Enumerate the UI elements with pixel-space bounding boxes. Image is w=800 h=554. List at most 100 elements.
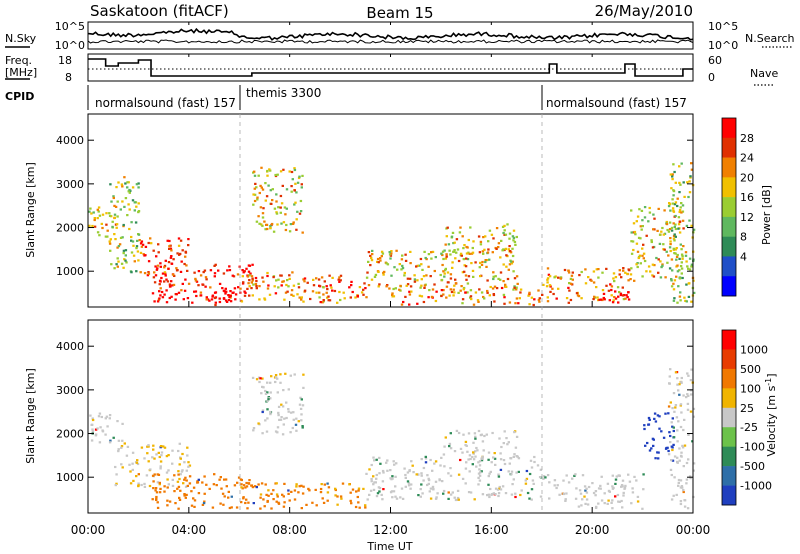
- power-cell: [400, 268, 403, 271]
- velocity-cell: [143, 485, 147, 488]
- power-cell: [680, 267, 684, 270]
- power-cell: [140, 245, 144, 248]
- power-cell: [456, 248, 460, 251]
- power-cell: [685, 224, 689, 227]
- velocity-cell: [493, 457, 497, 460]
- velocity-cell: [261, 385, 264, 388]
- power-cell: [686, 265, 689, 268]
- power-cell: [108, 212, 111, 215]
- velocity-cell: [245, 498, 248, 501]
- velocity-cell: [326, 491, 330, 494]
- velocity-cell: [137, 484, 140, 487]
- velocity-cell: [505, 437, 508, 440]
- velocity-cell: [153, 457, 156, 460]
- power-cell: [248, 274, 251, 277]
- power-cell: [545, 285, 549, 288]
- velocity-cell: [671, 407, 674, 410]
- velocity-cell: [404, 485, 407, 488]
- velocity-cell: [611, 507, 614, 510]
- power-cell: [197, 270, 201, 273]
- velocity-cell: [515, 455, 518, 458]
- velocity-cell: [443, 465, 446, 468]
- power-cell: [261, 212, 265, 215]
- velocity-cell: [599, 487, 602, 490]
- power-cell: [642, 257, 645, 260]
- power-cell: [401, 264, 404, 267]
- power-cell: [686, 181, 689, 184]
- power-cell: [156, 267, 159, 270]
- velocity-cell: [611, 499, 614, 502]
- power-cell: [279, 206, 282, 209]
- velocity-cell: [185, 493, 188, 496]
- power-cell: [147, 271, 150, 274]
- power-cell: [442, 257, 445, 261]
- power-cell: [439, 273, 442, 277]
- power-cell: [135, 245, 139, 248]
- power-cell: [690, 300, 693, 303]
- power-cell: [265, 195, 269, 198]
- velocity-cell: [611, 474, 614, 477]
- power-cell: [657, 258, 660, 261]
- velocity-cell: [287, 408, 290, 411]
- velocity-cell: [667, 412, 670, 415]
- power-cell: [503, 296, 506, 299]
- velocity-cell: [620, 484, 624, 487]
- power-cell: [379, 257, 382, 260]
- power-cell: [678, 210, 681, 214]
- velocity-cell: [136, 459, 139, 462]
- power-cell: [325, 285, 328, 288]
- velocity-cell: [621, 479, 625, 482]
- velocity-cell: [391, 475, 394, 478]
- power-cell: [331, 276, 334, 279]
- power-cell: [254, 276, 258, 280]
- velocity-cell: [636, 495, 640, 498]
- power-cell: [255, 279, 258, 283]
- power-cell: [530, 296, 534, 299]
- power-cell: [592, 298, 595, 301]
- power-cell: [114, 205, 118, 208]
- velocity-cell: [201, 503, 205, 506]
- power-cell: [225, 300, 229, 303]
- velocity-cell: [489, 470, 492, 473]
- power-cell: [643, 206, 647, 209]
- velocity-cell: [94, 428, 98, 431]
- power-cell: [283, 298, 286, 301]
- velocity-cell: [474, 455, 477, 458]
- velocity-cell: [478, 464, 482, 467]
- power-cell: [641, 247, 644, 250]
- power-cell: [119, 236, 123, 239]
- power-cell: [279, 170, 283, 173]
- power-cell: [678, 269, 681, 272]
- velocity-cell: [350, 502, 353, 505]
- power-cell: [168, 285, 172, 288]
- power-cell: [597, 268, 600, 271]
- velocity-cell: [667, 405, 671, 408]
- power-cell: [661, 263, 664, 266]
- power-cell: [311, 290, 315, 293]
- velocity-cell: [670, 459, 673, 462]
- power-cell: [101, 213, 105, 216]
- power-cell: [492, 271, 495, 274]
- nsky-label: N.Sky: [5, 32, 37, 45]
- power-cell: [685, 300, 688, 303]
- velocity-cell: [643, 427, 646, 431]
- velocity-cell: [392, 490, 396, 493]
- power-cell: [491, 251, 494, 254]
- power-cell: [106, 235, 109, 238]
- power-cell: [477, 300, 480, 303]
- power-cell: [567, 286, 570, 289]
- power-cell: [427, 265, 430, 268]
- power-cell: [466, 258, 470, 261]
- power-cell: [465, 278, 468, 281]
- nsky-series-line: [87, 27, 694, 41]
- velocity-cell: [163, 490, 166, 493]
- velocity-cell: [341, 482, 345, 485]
- velocity-cell: [444, 436, 447, 439]
- power-cell: [641, 275, 644, 278]
- velocity-cell: [453, 450, 457, 453]
- velocity-cell: [564, 498, 567, 501]
- power-cell: [652, 213, 655, 216]
- velocity-cell: [488, 495, 491, 499]
- power-cell: [508, 232, 512, 235]
- power-cell: [493, 285, 497, 288]
